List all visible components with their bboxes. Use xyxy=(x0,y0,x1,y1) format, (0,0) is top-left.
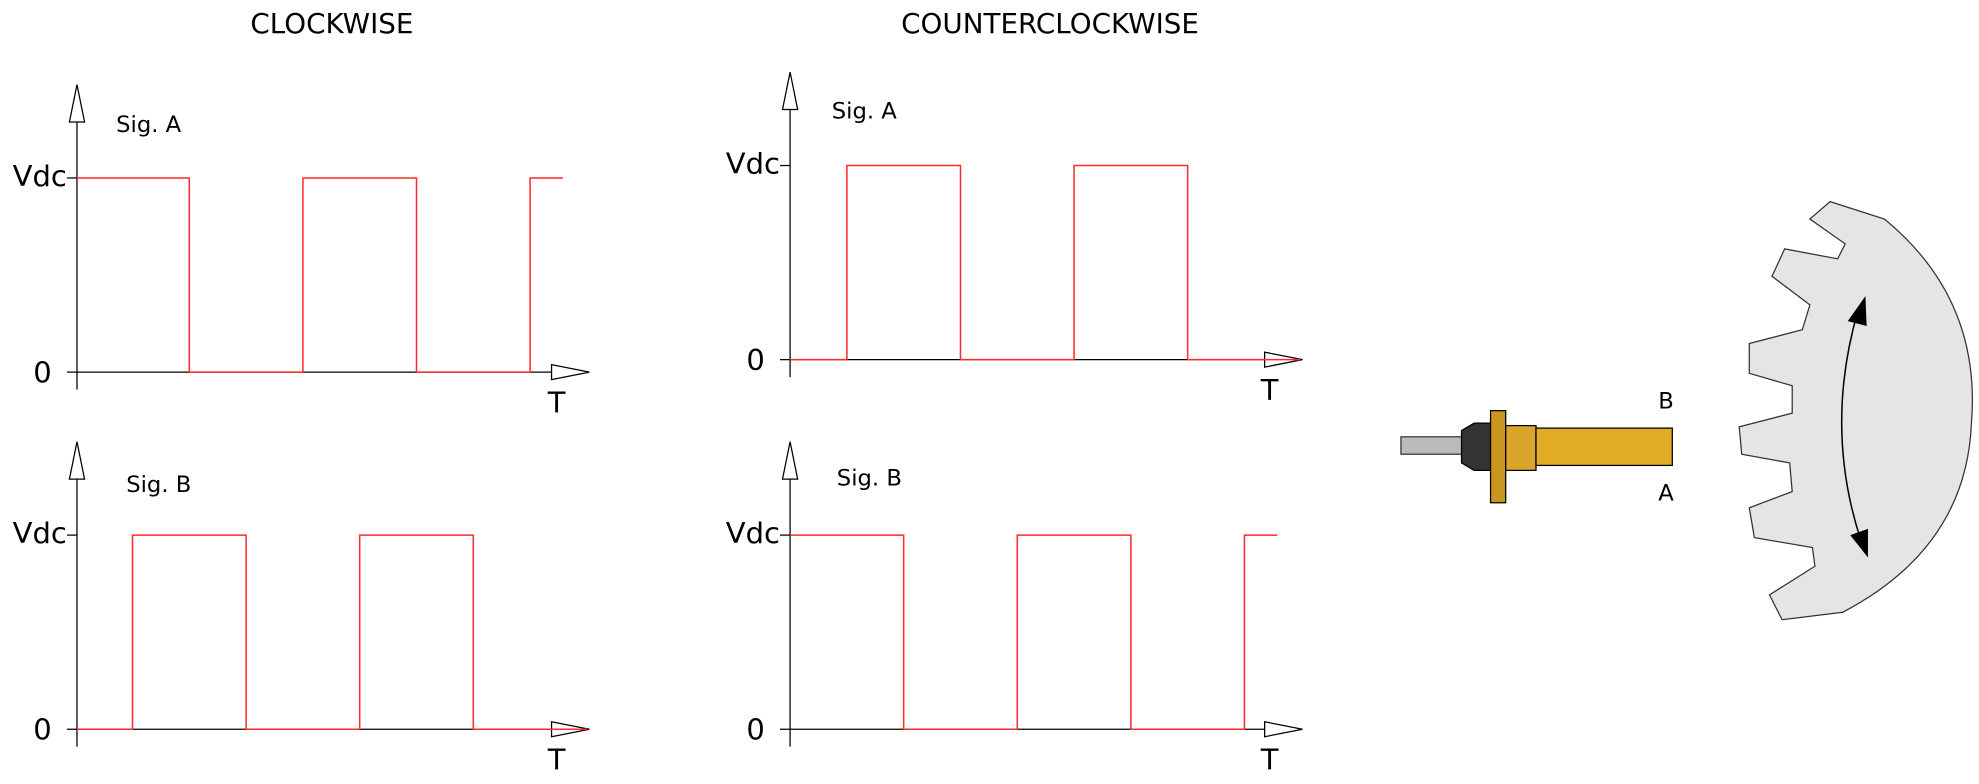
signal-label: Sig. A xyxy=(832,99,898,125)
sensor-label: B xyxy=(1658,389,1674,415)
x-arrow xyxy=(1264,721,1303,738)
y-arrow xyxy=(781,441,799,480)
y-low-label: 0 xyxy=(746,713,764,747)
waveform xyxy=(790,164,1300,361)
y-arrow xyxy=(68,84,86,123)
y-low-label: 0 xyxy=(33,713,51,747)
y-arrow xyxy=(781,72,799,111)
x-axis-label: T xyxy=(1260,743,1279,777)
y-low-label: 0 xyxy=(33,356,51,390)
signal-label: Sig. B xyxy=(126,472,191,498)
y-low-label: 0 xyxy=(746,343,764,377)
x-axis-label: T xyxy=(547,743,566,777)
x-arrow xyxy=(550,363,590,381)
waveform xyxy=(790,534,1278,730)
y-high-label: Vdc xyxy=(726,147,780,181)
waveform xyxy=(76,534,587,730)
y-arrow xyxy=(68,441,86,480)
gear xyxy=(1738,200,1973,621)
signal-label: Sig. B xyxy=(837,466,902,492)
x-axis-label: T xyxy=(1260,373,1279,407)
y-high-label: Vdc xyxy=(726,516,780,550)
waveform-plots: CLOCKWISE Vdc 0 T Sig. A Vdc 0 T Sig. B COUNTERCL… xyxy=(13,7,1303,776)
x-axis-label: T xyxy=(547,386,566,420)
column-title: COUNTERCLOCKWISE xyxy=(901,7,1199,40)
sensor-label: A xyxy=(1658,481,1674,507)
column-title: CLOCKWISE xyxy=(250,7,413,40)
waveform xyxy=(76,177,563,373)
y-high-label: Vdc xyxy=(13,516,67,550)
sensor: B A xyxy=(1400,389,1674,507)
signal-label: Sig. A xyxy=(116,112,182,138)
y-high-label: Vdc xyxy=(13,159,67,193)
